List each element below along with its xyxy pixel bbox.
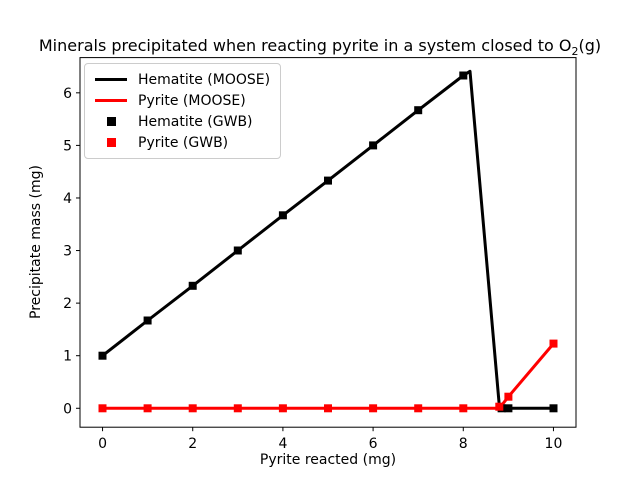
line-swatch-icon bbox=[95, 78, 127, 81]
legend-label: Hematite (MOOSE) bbox=[138, 71, 271, 88]
series-marker-pyrite-gwb bbox=[504, 392, 513, 401]
legend-label: Pyrite (GWB) bbox=[138, 134, 229, 151]
series-marker-hematite-gwb bbox=[369, 141, 378, 150]
series-marker-pyrite-gwb bbox=[495, 402, 504, 411]
series-marker-hematite-gwb bbox=[549, 404, 558, 413]
x-tick-label: 2 bbox=[188, 436, 197, 452]
x-tick-label: 0 bbox=[98, 436, 107, 452]
series-marker-pyrite-gwb bbox=[143, 404, 152, 413]
square-marker-icon bbox=[106, 117, 116, 126]
x-tick-label: 4 bbox=[278, 436, 287, 452]
series-marker-hematite-gwb bbox=[278, 211, 287, 220]
legend-swatch-area bbox=[93, 138, 129, 147]
x-axis-label: Pyrite reacted (mg) bbox=[259, 452, 397, 468]
legend-item-pyrite-gwb: Pyrite (GWB) bbox=[93, 132, 270, 153]
legend-label: Hematite (GWB) bbox=[138, 113, 253, 130]
series-marker-pyrite-gwb bbox=[459, 404, 468, 413]
y-tick-label: 5 bbox=[63, 138, 72, 154]
line-swatch-icon bbox=[95, 99, 127, 102]
series-marker-hematite-gwb bbox=[414, 106, 423, 115]
legend: Hematite (MOOSE) Pyrite (MOOSE) Hematite… bbox=[84, 63, 282, 159]
legend-swatch-area bbox=[93, 78, 129, 81]
chart-title-text: Minerals precipitated when reacting pyri… bbox=[38, 36, 572, 55]
legend-item-pyrite-moose: Pyrite (MOOSE) bbox=[93, 90, 270, 111]
square-marker-icon bbox=[106, 138, 116, 147]
x-tick-label: 10 bbox=[545, 436, 563, 452]
y-tick-label: 4 bbox=[63, 191, 72, 207]
legend-label: Pyrite (MOOSE) bbox=[138, 92, 246, 109]
series-marker-hematite-gwb bbox=[504, 404, 513, 413]
series-marker-hematite-gwb bbox=[188, 281, 197, 290]
legend-swatch-area bbox=[93, 117, 129, 126]
legend-item-hematite-gwb: Hematite (GWB) bbox=[93, 111, 270, 132]
series-marker-hematite-gwb bbox=[233, 246, 242, 255]
series-marker-pyrite-gwb bbox=[414, 404, 423, 413]
series-line-pyrite-moose bbox=[102, 342, 555, 410]
series-marker-pyrite-gwb bbox=[278, 404, 287, 413]
legend-item-hematite-moose: Hematite (MOOSE) bbox=[93, 69, 270, 90]
chart-title-subscript: 2 bbox=[571, 45, 579, 59]
y-axis-label: Precipitate mass (mg) bbox=[28, 165, 44, 319]
series-marker-pyrite-gwb bbox=[549, 339, 558, 348]
series-marker-hematite-gwb bbox=[143, 316, 152, 325]
series-marker-hematite-gwb bbox=[459, 71, 468, 80]
axes-frame bbox=[79, 57, 577, 428]
series-marker-hematite-gwb bbox=[98, 351, 107, 360]
y-tick-label: 3 bbox=[63, 244, 72, 260]
series-marker-pyrite-gwb bbox=[369, 404, 378, 413]
legend-swatch-area bbox=[93, 99, 129, 102]
y-tick-label: 1 bbox=[63, 349, 72, 365]
y-tick-label: 0 bbox=[63, 401, 72, 417]
series-marker-pyrite-gwb bbox=[188, 404, 197, 413]
y-tick-label: 6 bbox=[63, 86, 72, 102]
chart-title: Minerals precipitated when reacting pyri… bbox=[39, 36, 601, 58]
series-marker-hematite-gwb bbox=[324, 176, 332, 185]
series-marker-pyrite-gwb bbox=[233, 404, 242, 413]
chart-title-suffix: (g) bbox=[578, 36, 602, 55]
series-marker-pyrite-gwb bbox=[98, 404, 107, 413]
series-marker-pyrite-gwb bbox=[324, 404, 332, 413]
x-tick-label: 6 bbox=[369, 436, 378, 452]
y-tick-label: 2 bbox=[63, 296, 72, 312]
x-tick-label: 8 bbox=[459, 436, 468, 452]
